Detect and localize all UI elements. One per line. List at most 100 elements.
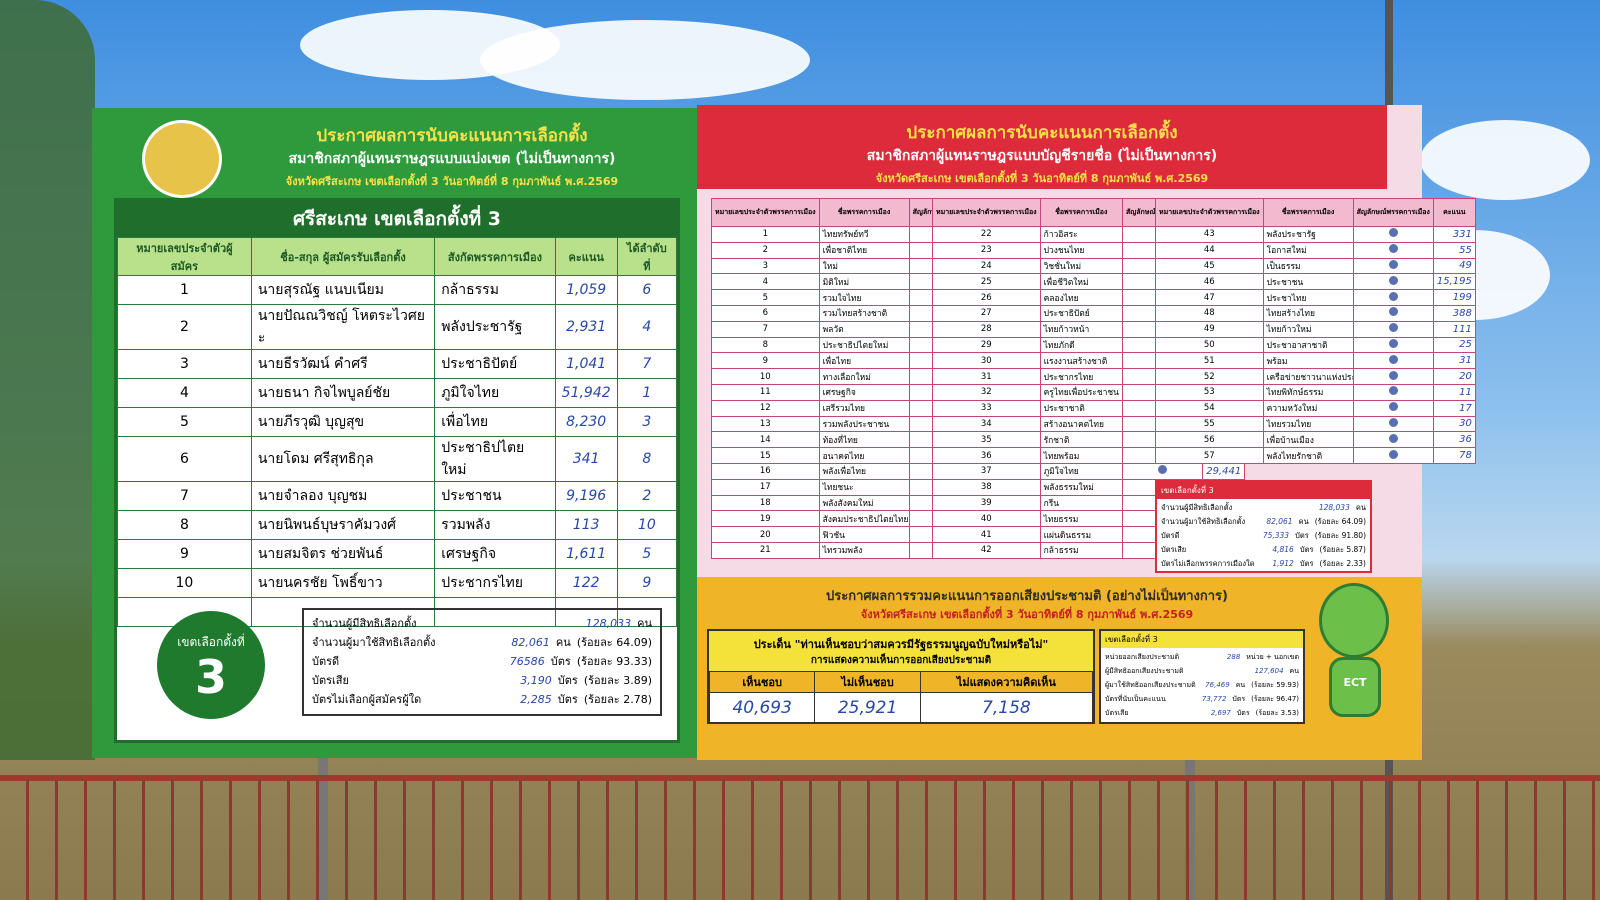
summary-row: ผู้มาใช้สิทธิออกเสียงประชามติ 76,469 คน (ร้…	[1105, 678, 1299, 692]
cell: รวมพลัง	[434, 510, 556, 540]
cell: 51,942	[554, 378, 618, 408]
cell: นายสมจิตร ช่วยพันธ์	[250, 539, 436, 569]
party-number: 45	[1155, 257, 1264, 275]
vote-count: 7,158	[919, 692, 1094, 723]
party-number: 29	[932, 336, 1041, 354]
row: 7 นายจำลอง บุญชม ประชาชน 9,196 2	[117, 481, 678, 511]
cell: 9	[616, 568, 678, 598]
summary-cell: 82,061	[511, 636, 550, 649]
cloud	[1420, 120, 1590, 200]
cell	[616, 597, 678, 627]
cell: 113	[554, 510, 618, 540]
party-name: ประชาธิปไตยใหม่	[818, 336, 910, 354]
party-number: 54	[1155, 399, 1264, 417]
party-number: 8	[711, 336, 820, 354]
cell	[554, 597, 618, 627]
party-name: ภูมิใจไทย	[1039, 462, 1123, 480]
party-name: ไทยทรัพย์ทวี	[818, 226, 910, 243]
symbol	[1388, 323, 1398, 333]
party-table: หมายเลขประจำตัวพรรคการเมือง ชื่อพรรคการเม…	[1155, 198, 1476, 464]
symbol	[1388, 354, 1398, 364]
party-name: ปวงชนไทย	[1039, 241, 1123, 259]
cell: 5	[117, 407, 252, 437]
party-symbol	[1352, 241, 1434, 259]
party-name: แผ่นดินธรรม	[1039, 526, 1123, 543]
fence-rail	[0, 775, 1600, 781]
party-name: ท้องที่ไทย	[818, 431, 910, 449]
cell: 1,059	[554, 275, 618, 305]
party-number: 52	[1155, 368, 1264, 385]
cell: นายจำลอง บุญชม	[250, 481, 436, 511]
cell: 122	[554, 568, 618, 598]
party-name: สร้างอนาคตไทย	[1039, 415, 1123, 433]
party-name: ไทยรวมไทย	[1262, 415, 1354, 433]
party-name: ไทยพร้อม	[1039, 447, 1123, 464]
party-number: 6	[711, 304, 820, 322]
symbol	[1388, 433, 1398, 443]
cell: 1	[616, 378, 678, 408]
summary-cell: คน	[555, 636, 571, 649]
party-votes: 55	[1432, 241, 1476, 259]
column-header: คะแนน	[1432, 198, 1476, 227]
referendum-table: ประเด็น "ท่านเห็นชอบว่าสมควรมีรัฐธรรมนูญ…	[707, 629, 1095, 724]
row: 55 ไทยรวมไทย 30	[1155, 415, 1476, 433]
header-band	[697, 105, 1387, 189]
table-title: ศรีสะเกษ เขตเลือกตั้งที่ 3	[117, 201, 677, 237]
summary-cell: (ร้อยละ 2.33)	[1319, 559, 1367, 568]
party-number: 49	[1155, 320, 1264, 338]
summary-row: บัตรที่นับเป็นคะแนน 73,772 บัตร (ร้อยละ 96.…	[1105, 692, 1299, 706]
party-symbol	[1352, 352, 1434, 370]
party-name: แรงงานสร้างชาติ	[1039, 352, 1123, 370]
summary-cell: 4,816	[1272, 545, 1294, 554]
subtitle: สมาชิกสภาผู้แทนราษฎรแบบแบ่งเขต (ไม่เป็นท…	[288, 151, 616, 167]
party-number: 22	[932, 226, 1041, 243]
cell: 9	[117, 539, 252, 569]
party-number: 42	[932, 541, 1041, 559]
cell: 2	[616, 481, 678, 511]
title: ประกาศผลการนับคะแนนการเลือกตั้ง	[906, 123, 1178, 143]
summary-cell: บัตรเสีย	[1105, 709, 1129, 717]
cell: นายธีรวัฒน์ คำศรี	[250, 349, 436, 379]
summary-row: บัตรเสีย 4,816 บัตร (ร้อยละ 5.87)	[1161, 543, 1366, 557]
summary-cell: บัตร	[557, 674, 578, 687]
party-number: 41	[932, 526, 1041, 543]
party-name: ทางเลือกใหม่	[818, 368, 910, 385]
row: 53 ไทยพิทักษ์ธรรม 11	[1155, 383, 1476, 401]
summary-cell: คน	[1298, 517, 1309, 526]
party-name: พลังประชารัฐ	[1262, 226, 1354, 243]
party-name: ไทยสร้างไทย	[1262, 304, 1354, 322]
date: จังหวัดศรีสะเกษ เขตเลือกตั้งที่ 3 วันอาท…	[875, 172, 1209, 185]
summary-cell: จำนวนผู้มีสิทธิเลือกตั้ง	[312, 617, 417, 630]
row: 51 พร้อม 31	[1155, 352, 1476, 370]
party-number: 24	[932, 257, 1041, 275]
summary-cell: (ร้อยละ 93.33)	[576, 655, 652, 668]
party-number: 9	[711, 352, 820, 370]
cell: เศรษฐกิจ	[434, 539, 556, 569]
summary-cell: (ร้อยละ 96.47)	[1251, 695, 1299, 703]
party-number: 55	[1155, 415, 1264, 433]
cell: 10	[616, 510, 678, 540]
symbol	[1388, 244, 1398, 254]
party-name: สังคมประชาธิปไตยไทย	[818, 510, 910, 528]
row: 2 นายปัณณวิชญ์ โหตระไวศยะ พลังประชารัฐ 2,93…	[117, 304, 678, 350]
party-name: พลวัต	[818, 320, 910, 338]
party-name: ไทยภักดี	[1039, 336, 1123, 354]
party-votes: 49	[1432, 257, 1476, 275]
cell: 8,230	[554, 407, 618, 437]
vote-count: 40,693	[708, 692, 816, 723]
party-number: 13	[711, 415, 820, 433]
symbol	[1388, 259, 1398, 269]
party-number: 48	[1155, 304, 1264, 322]
summary-cell: (ร้อยละ 91.80)	[1314, 531, 1366, 540]
party-name: มิติใหม่	[818, 273, 910, 291]
party-number: 15	[711, 447, 820, 464]
question: ประเด็น "ท่านเห็นชอบว่าสมควรมีรัฐธรรมนูญ…	[709, 631, 1093, 653]
party-name: ไทยก้าวหน้า	[1039, 320, 1123, 338]
party-symbol	[1352, 273, 1434, 291]
column-header: ได้ลำดับที่	[616, 237, 678, 276]
party-name: ไทยก้าวใหม่	[1262, 320, 1354, 338]
row: 6 นายโดม ศรีสุทธิกุล ประชาธิปไตยใหม่ 341 8	[117, 436, 678, 482]
row: 4 นายธนา กิจไพบูลย์ชัย ภูมิใจไทย 51,942 1	[117, 378, 678, 408]
party-name: ไทยพิทักษ์ธรรม	[1262, 383, 1354, 401]
